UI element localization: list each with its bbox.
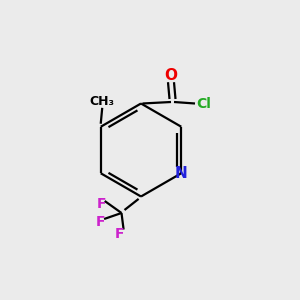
Text: F: F bbox=[115, 227, 125, 241]
Text: O: O bbox=[164, 68, 178, 83]
Text: F: F bbox=[96, 197, 106, 211]
Text: CH₃: CH₃ bbox=[90, 95, 115, 108]
Text: Cl: Cl bbox=[196, 97, 211, 110]
Text: F: F bbox=[96, 215, 105, 229]
Text: N: N bbox=[175, 166, 188, 181]
